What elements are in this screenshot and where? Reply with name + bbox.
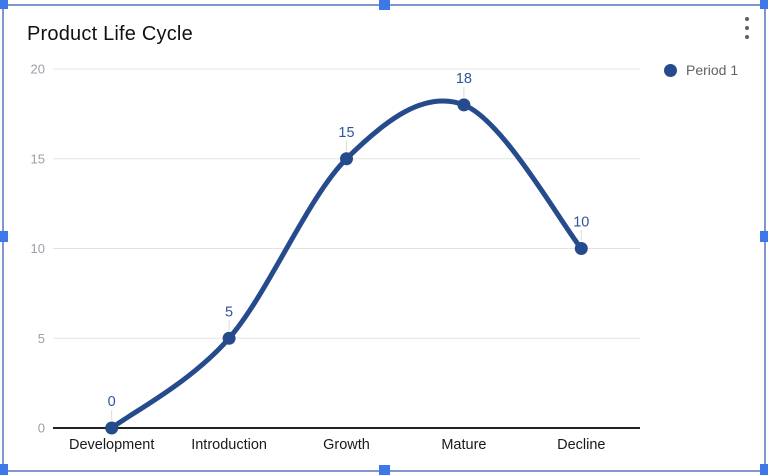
y-axis-tick-label: 20 [31,62,45,77]
selection-handle-middle-right[interactable] [760,231,768,242]
selection-handle-bottom-right[interactable] [760,464,768,475]
x-axis-tick-label: Mature [441,437,486,453]
x-axis-tick-label: Introduction [191,437,267,453]
data-point[interactable] [574,242,588,255]
data-point[interactable] [457,98,471,112]
selection-handle-middle-left[interactable] [0,231,8,242]
y-axis-tick-label: 10 [31,241,45,256]
x-axis-tick-label: Development [69,437,154,453]
legend-series-dot-icon [664,63,677,77]
data-point-label: 18 [456,71,472,87]
selection-handle-bottom-left[interactable] [0,464,8,475]
legend: Period 1 [664,62,738,78]
selection-handle-top-middle[interactable] [379,0,390,10]
data-point-label: 5 [225,304,233,320]
data-point-label: 10 [573,215,589,231]
kebab-dot [745,26,749,30]
data-point-label: 0 [108,394,116,410]
data-point[interactable] [222,331,236,345]
kebab-dot [745,17,749,21]
selection-handle-top-right[interactable] [760,0,768,9]
selection-handle-top-left[interactable] [0,0,8,9]
data-point-label: 15 [338,125,354,141]
data-point[interactable] [105,421,119,435]
y-axis-tick-label: 15 [31,151,45,166]
data-point[interactable] [340,152,353,166]
y-axis-tick-label: 5 [38,331,45,346]
legend-series-label: Period 1 [686,62,739,78]
y-axis-tick-label: 0 [38,421,45,436]
kebab-dot [745,35,749,39]
kebab-menu-icon[interactable] [739,12,755,44]
selection-handle-bottom-middle[interactable] [379,465,390,475]
x-axis-tick-label: Growth [323,437,370,453]
x-axis-tick-label: Decline [557,437,605,453]
chart-title: Product Life Cycle [27,23,193,45]
